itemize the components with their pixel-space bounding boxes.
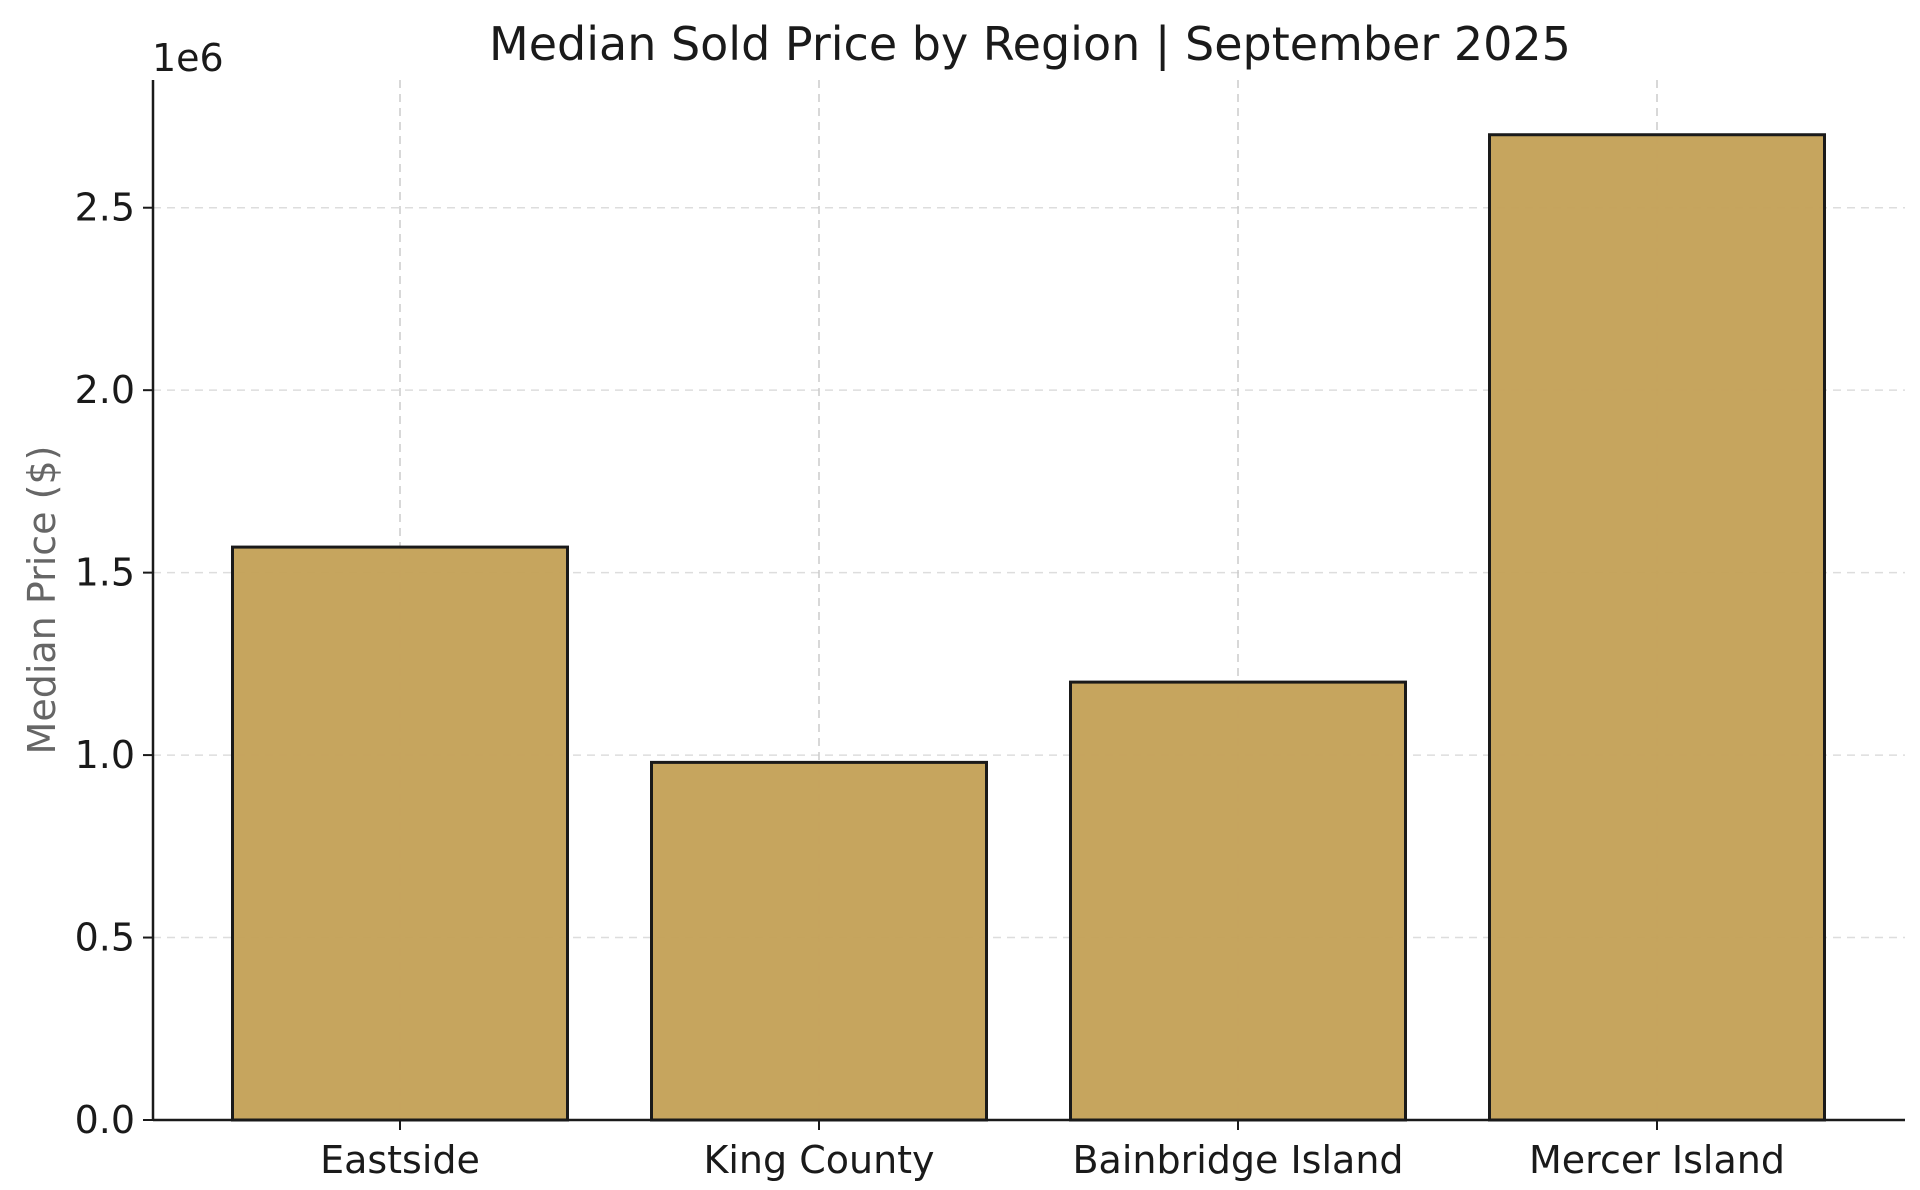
y-tick-label: 1.5: [75, 551, 135, 595]
x-tick-label: Bainbridge Island: [1072, 1138, 1403, 1182]
chart-title: Median Sold Price by Region | September …: [489, 17, 1571, 72]
y-tick-label: 1.0: [75, 733, 135, 777]
tick-layer: 0.0 0.5 1.0 1.5 2.0 2.5 Eastside King County Bai…: [75, 186, 1785, 1182]
x-tick-label: Mercer Island: [1529, 1138, 1785, 1182]
y-axis-title: Median Price ($): [20, 446, 64, 755]
y-tick-label: 0.5: [75, 916, 135, 960]
bar-eastside: [231, 545, 569, 1122]
bar-king-county: [650, 760, 988, 1122]
y-tick-label: 2.5: [75, 186, 135, 230]
x-tick-label: Eastside: [320, 1138, 480, 1182]
y-offset-label: 1e6: [152, 36, 224, 80]
y-tick-label: 0.0: [75, 1098, 135, 1142]
y-tick-label: 2.0: [75, 368, 135, 412]
bar-mercer-island: [1488, 133, 1826, 1122]
bar-layer: [231, 133, 1826, 1122]
x-tick-label: King County: [703, 1138, 934, 1182]
bar-bainbridge-island: [1069, 680, 1407, 1122]
axis-layer: [151, 80, 1905, 1122]
